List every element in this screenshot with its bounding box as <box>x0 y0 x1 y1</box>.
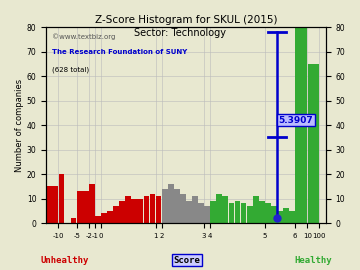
Bar <box>289 211 295 223</box>
Bar <box>265 204 271 223</box>
Bar <box>113 206 119 223</box>
Bar <box>259 201 265 223</box>
Bar <box>156 196 161 223</box>
Title: Z-Score Histogram for SKUL (2015): Z-Score Histogram for SKUL (2015) <box>95 15 277 25</box>
Bar <box>204 206 210 223</box>
Bar <box>77 191 82 223</box>
Bar <box>138 199 143 223</box>
Bar <box>119 201 125 223</box>
Bar <box>235 201 240 223</box>
Bar <box>210 201 216 223</box>
Bar <box>277 211 283 223</box>
Bar <box>107 211 113 223</box>
Bar <box>229 204 234 223</box>
Bar <box>241 204 247 223</box>
Bar <box>150 194 156 223</box>
Bar <box>162 189 167 223</box>
Bar <box>307 64 319 223</box>
Text: Sector: Technology: Sector: Technology <box>134 28 226 38</box>
Text: ©www.textbiz.org: ©www.textbiz.org <box>52 33 115 40</box>
Bar <box>83 191 89 223</box>
Bar <box>125 196 131 223</box>
Bar <box>144 196 149 223</box>
Bar <box>101 213 107 223</box>
Bar <box>296 27 307 223</box>
Text: 5.3907: 5.3907 <box>279 116 313 125</box>
Bar <box>283 208 289 223</box>
Bar <box>180 194 186 223</box>
Bar <box>89 184 95 223</box>
Bar <box>131 199 137 223</box>
Text: Unhealthy: Unhealthy <box>41 256 89 265</box>
Text: Healthy: Healthy <box>294 256 332 265</box>
Bar <box>59 174 64 223</box>
Text: Score: Score <box>174 256 201 265</box>
Text: The Research Foundation of SUNY: The Research Foundation of SUNY <box>52 49 187 55</box>
Bar <box>46 186 58 223</box>
Bar <box>186 201 192 223</box>
Bar <box>253 196 258 223</box>
Bar <box>222 196 228 223</box>
Bar <box>168 184 174 223</box>
Y-axis label: Number of companies: Number of companies <box>15 79 24 172</box>
Bar <box>174 189 180 223</box>
Bar <box>216 194 222 223</box>
Bar <box>71 218 76 223</box>
Bar <box>95 216 101 223</box>
Bar <box>198 204 204 223</box>
Bar <box>192 196 198 223</box>
Bar <box>247 206 252 223</box>
Bar <box>271 206 277 223</box>
Text: (628 total): (628 total) <box>52 66 89 73</box>
